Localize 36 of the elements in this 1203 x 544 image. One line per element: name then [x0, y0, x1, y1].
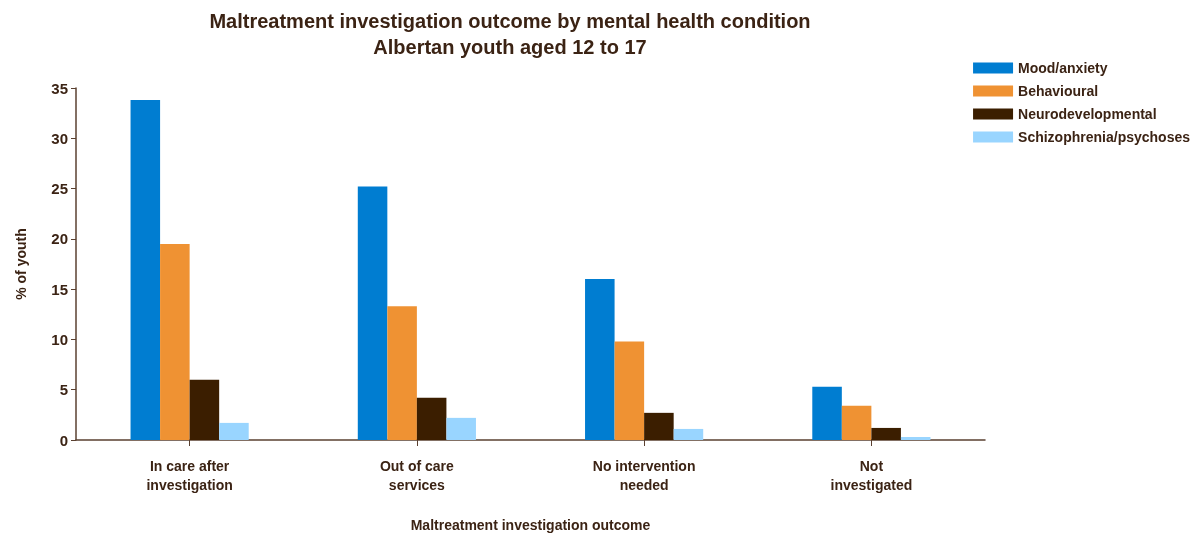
y-tick-label: 5	[59, 381, 68, 399]
bar	[900, 436, 931, 440]
bar	[585, 279, 615, 440]
bar	[160, 243, 190, 440]
bar	[219, 422, 249, 440]
x-axis-title: Maltreatment investigation outcome	[410, 517, 651, 533]
y-tick-label: 30	[51, 129, 68, 147]
x-tick-label: Not investigated	[830, 457, 913, 493]
legend-label: Schizophrenia/psychoses	[1018, 129, 1191, 145]
y-tick-label: 20	[51, 230, 68, 248]
x-tick-label: In care after investigation	[146, 457, 233, 493]
y-tick-label: 35	[51, 79, 68, 97]
y-tick-label: 25	[51, 180, 68, 198]
y-tick-label: 15	[51, 280, 68, 298]
bar	[387, 306, 417, 440]
bar	[446, 417, 476, 440]
chart-subtitle: Albertan youth aged 12 to 17	[373, 36, 647, 58]
legend-label: Behavioural	[1018, 83, 1099, 99]
bar	[130, 100, 161, 440]
x-tick-label: Out of care services	[379, 457, 455, 493]
y-tick-label: 0	[59, 431, 68, 449]
y-axis-title: % of youth	[13, 228, 29, 300]
bar	[189, 379, 220, 440]
bar	[841, 405, 872, 440]
bar	[673, 428, 704, 440]
bar	[812, 386, 842, 440]
x-tick-label: No intervention needed	[592, 457, 696, 493]
bar	[416, 397, 447, 440]
bar	[614, 341, 645, 440]
chart-title: Maltreatment investigation outcome by mental health condition	[209, 10, 811, 32]
legend-label: Mood/anxiety	[1018, 60, 1108, 76]
bar	[871, 427, 901, 440]
bar	[644, 412, 674, 440]
bar	[357, 186, 388, 440]
legend-label: Neurodevelopmental	[1018, 106, 1157, 122]
y-tick-label: 10	[51, 330, 68, 348]
